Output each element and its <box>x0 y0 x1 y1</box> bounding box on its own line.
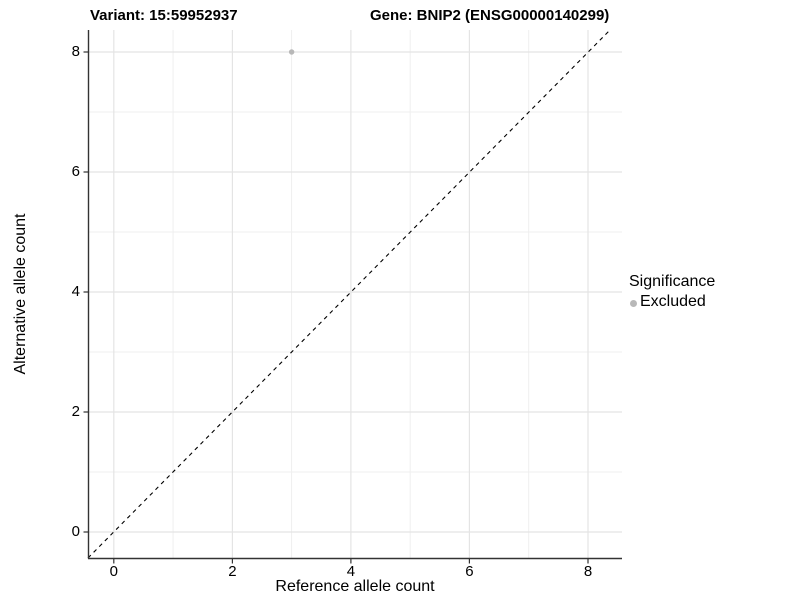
variant-title: Variant: 15:59952937 <box>90 7 238 24</box>
y-tick-label-2: 2 <box>71 403 80 420</box>
legend-entry-excluded: Excluded <box>629 293 715 311</box>
legend-entry-label: Excluded <box>640 293 706 310</box>
x-axis-tick-marks <box>113 559 589 564</box>
grid-minor-vertical <box>172 30 530 558</box>
gene-title: Gene: BNIP2 (ENSG00000140299) <box>370 7 610 24</box>
x-axis-title: Reference allele count <box>275 578 435 595</box>
data-point-excluded <box>288 49 295 55</box>
x-tick-label-0: 0 <box>109 563 118 580</box>
legend: Significance Excluded <box>629 273 715 311</box>
y-tick-label-4: 4 <box>71 283 80 300</box>
excluded-point-icon <box>630 299 637 307</box>
y-tick-label-6: 6 <box>71 163 80 180</box>
y-axis-title: Alternative allele count <box>12 213 29 375</box>
x-tick-label-8: 8 <box>583 563 593 580</box>
x-tick-label-6: 6 <box>465 563 474 580</box>
grid-minor-horizontal <box>88 111 622 473</box>
y-axis-tick-marks <box>83 51 88 533</box>
grid-major-vertical <box>113 30 589 558</box>
identity-reference-line <box>87 29 611 559</box>
y-tick-label-8: 8 <box>71 43 80 60</box>
y-tick-label-0: 0 <box>71 523 80 540</box>
legend-title: Significance <box>629 273 716 290</box>
grid-major-horizontal <box>88 51 622 533</box>
x-tick-label-4: 4 <box>346 563 356 580</box>
x-tick-label-2: 2 <box>228 563 237 580</box>
